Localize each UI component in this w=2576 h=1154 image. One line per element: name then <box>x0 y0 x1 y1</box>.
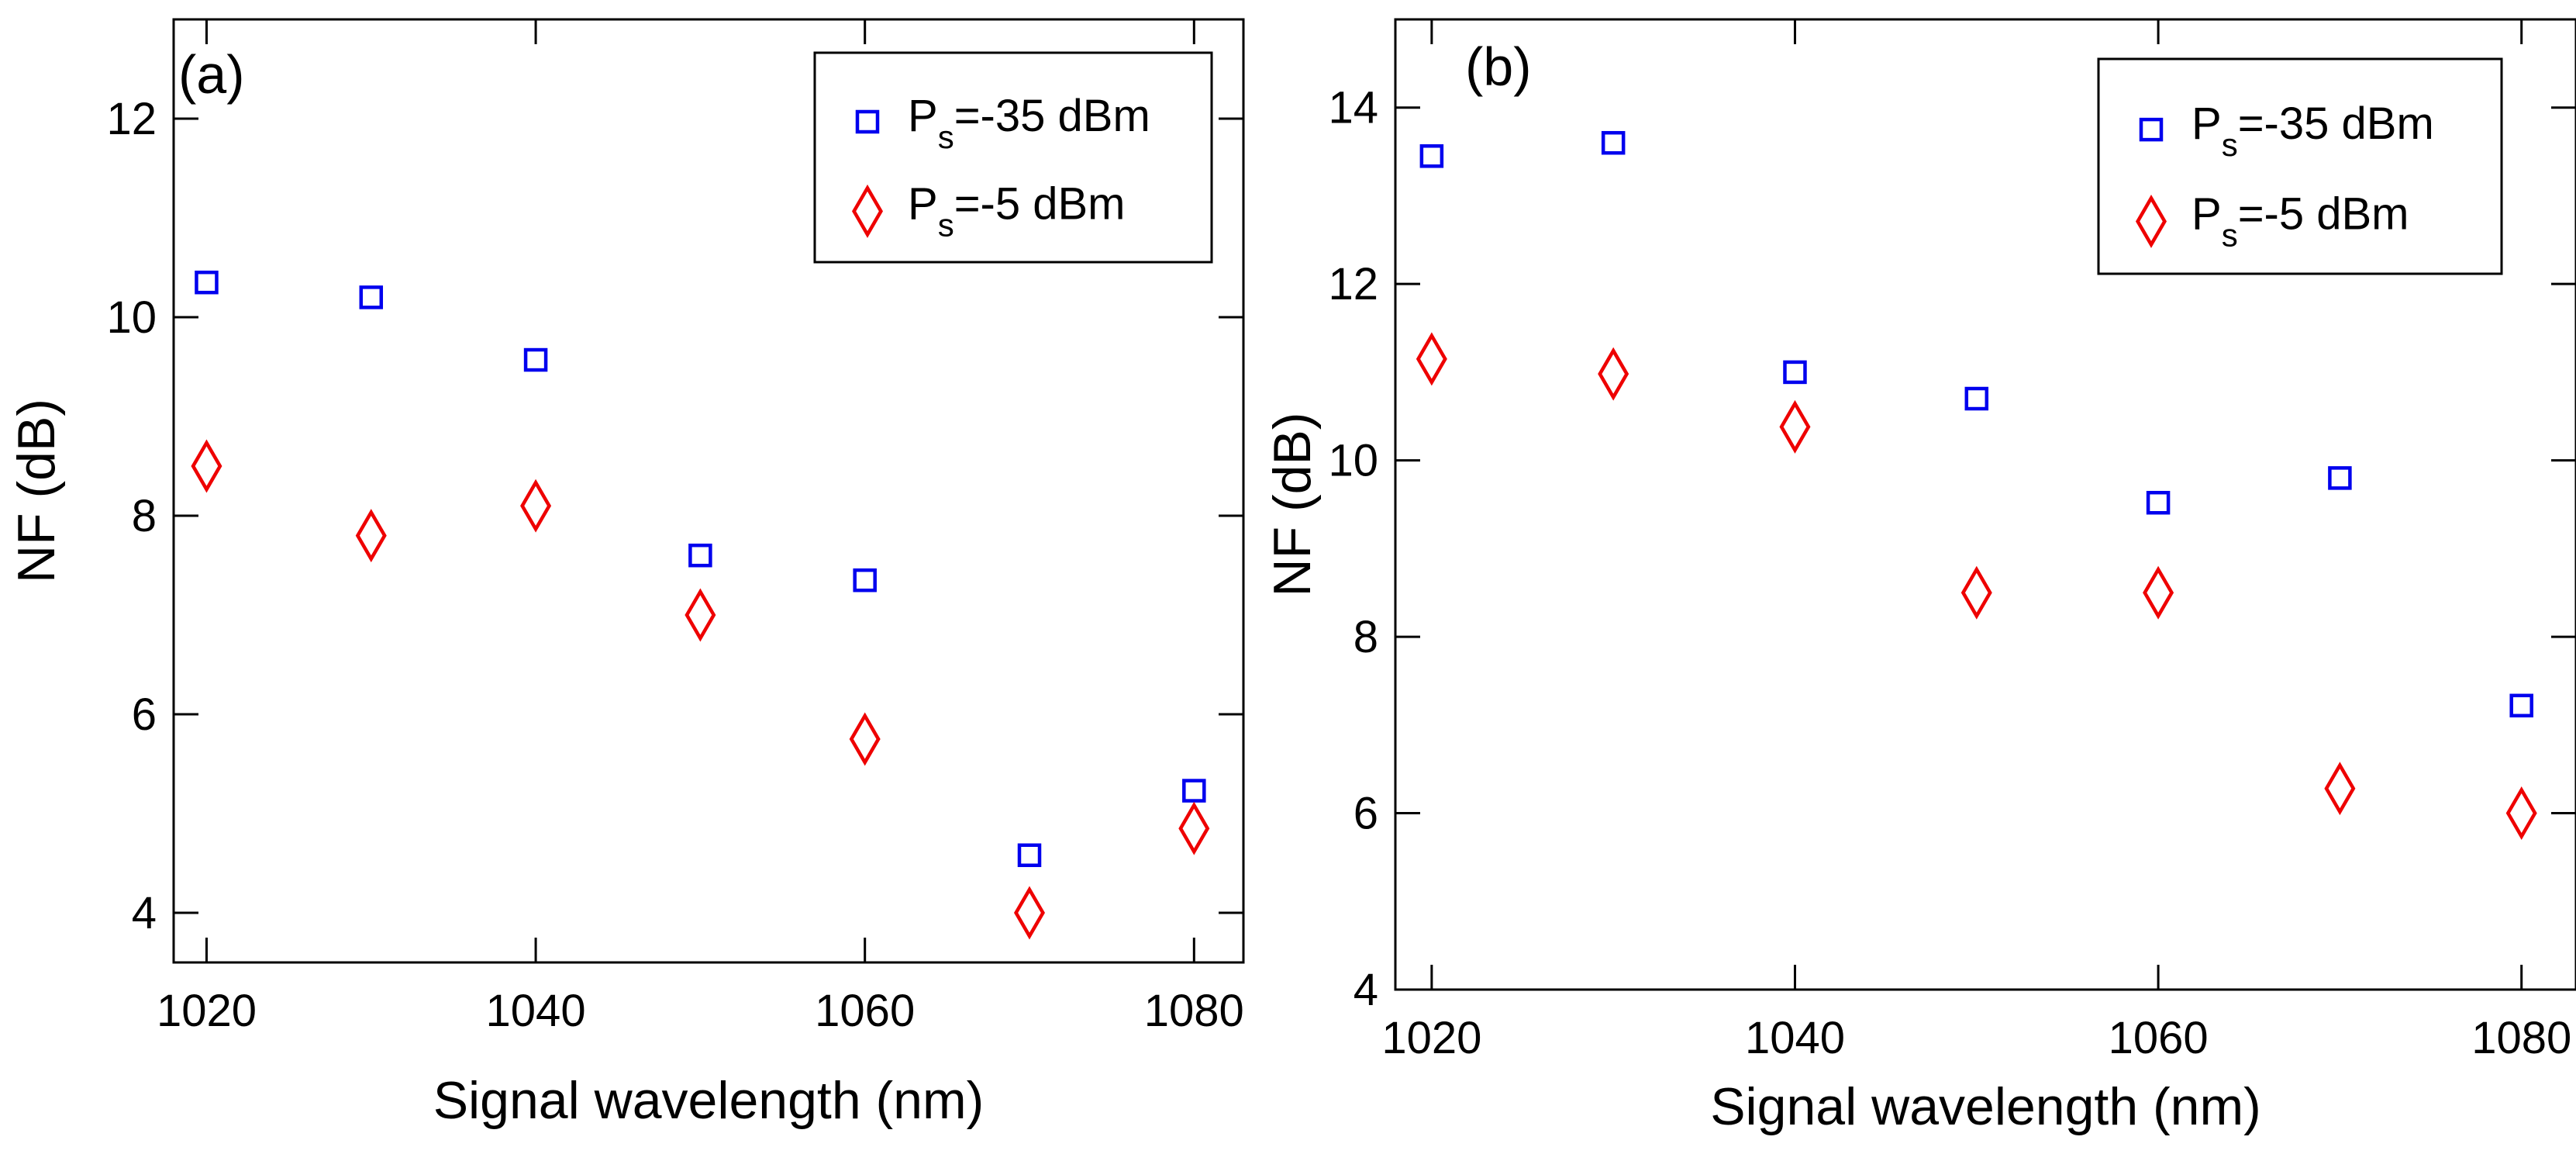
panel-a-ytick-label: 12 <box>106 94 157 144</box>
panel-a-legend-box <box>813 51 1213 264</box>
panel-b-legend-label-1: Ps=-35 dBm <box>2191 98 2434 163</box>
panel-a-series1-point-1060 <box>853 568 877 593</box>
panel-b-series2-point-1060 <box>2143 565 2174 620</box>
panel-b-ytick-label: 10 <box>1328 436 1378 486</box>
panel-a-series2-point-1060 <box>849 712 881 766</box>
panel-b-ytick-label: 8 <box>1354 612 1378 662</box>
panel-b-series2-point-1020 <box>1416 332 1447 386</box>
panel-a-legend-label-2: Ps=-5 dBm <box>908 178 1126 243</box>
panel-b-series2-point-1040 <box>1779 399 1811 454</box>
panel-b-series1-point-1050 <box>1964 386 1989 411</box>
panel-b-axes-box <box>1394 18 2576 991</box>
panel-a-series1-point-1050 <box>688 543 712 568</box>
panel-b-ylabel: NF (dB) <box>1263 413 1322 597</box>
panel-b-xtick-label: 1080 <box>2471 1013 2571 1063</box>
panel-b-legend-label-2: Ps=-5 dBm <box>2191 188 2409 253</box>
panel-b-series2-point-1030 <box>1598 347 1629 401</box>
panel-b-series1-point-1040 <box>1783 360 1807 385</box>
panel-b-ytick-label: 12 <box>1328 259 1378 309</box>
panel-a-series2-point-1070 <box>1013 886 1046 940</box>
panel-a-xtick-label: 1040 <box>486 986 586 1036</box>
panel-b-ytick-label: 4 <box>1354 965 1378 1015</box>
panel-b-xtick-label: 1060 <box>2109 1013 2209 1063</box>
panel-a-series2-point-1050 <box>685 588 716 642</box>
panel-a-legend-label-1: Ps=-35 dBm <box>908 91 1150 155</box>
panel-a-series1-point-1040 <box>523 347 548 372</box>
panel-b-legend-marker-2 <box>2135 194 2167 248</box>
panel-b-series1-point-1030 <box>1601 130 1626 155</box>
panel-a-panel-label: (a) <box>178 44 245 105</box>
panel-a-ytick-label: 8 <box>132 491 157 541</box>
panel-a-legend-marker-1 <box>855 109 880 134</box>
panel-b-series2-point-1070 <box>2324 762 2356 816</box>
panel-a: 1020 1040 1060 1080 4 6 8 10 12 Signal wavelength… <box>7 18 1245 1130</box>
panel-b-panel-label: (b) <box>1465 36 1532 97</box>
panel-a-ytick-label: 6 <box>132 689 157 740</box>
panel-b-series1-point-1060 <box>2146 490 2171 515</box>
panel-a-series2-point-1020 <box>191 439 222 493</box>
panel-a-ylabel: NF (dB) <box>7 399 66 583</box>
panel-b-series1-point-1020 <box>1419 144 1444 168</box>
panel-b-xlabel: Signal wavelength (nm) <box>1710 1077 2261 1136</box>
panel-a-ytick-label: 10 <box>106 292 157 343</box>
panel-a-xtick-label: 1020 <box>157 986 257 1036</box>
panel-b-xtick-label: 1040 <box>1745 1013 1845 1063</box>
panel-a-legend-marker-2 <box>851 184 884 238</box>
panel-a-series2-point-1030 <box>355 509 387 563</box>
panel-b-legend-box <box>2097 57 2503 275</box>
panel-a-series1-point-1020 <box>195 270 219 295</box>
panel-a-ytick-label: 4 <box>132 888 157 938</box>
panel-a-axes-box <box>172 18 1245 964</box>
panel-a-xtick-label: 1080 <box>1144 986 1244 1036</box>
panel-a-xtick-label: 1060 <box>815 986 915 1036</box>
panel-a-series1-point-1070 <box>1017 843 1042 868</box>
panel-b-series2-point-1050 <box>1960 565 1992 620</box>
panel-b-series2-point-1080 <box>2505 786 2537 841</box>
panel-a-series2-point-1080 <box>1178 801 1210 855</box>
panel-b-series1-point-1070 <box>2328 466 2352 490</box>
panel-a-xlabel: Signal wavelength (nm) <box>433 1071 985 1130</box>
panel-a-series1-point-1030 <box>359 285 384 309</box>
panel-b-legend-marker-1 <box>2139 117 2164 142</box>
panel-b: 1020 1040 1060 1080 4 6 8 10 12 14 Signal waveleng… <box>1263 18 2576 1136</box>
panel-a-series2-point-1040 <box>520 479 552 533</box>
panel-a-series1-point-1080 <box>1182 779 1206 803</box>
panel-b-xtick-label: 1020 <box>1381 1013 1481 1063</box>
panel-b-ytick-label: 14 <box>1328 83 1378 133</box>
panel-b-series1-point-1080 <box>2509 693 2533 718</box>
panel-b-ytick-label: 6 <box>1354 789 1378 839</box>
